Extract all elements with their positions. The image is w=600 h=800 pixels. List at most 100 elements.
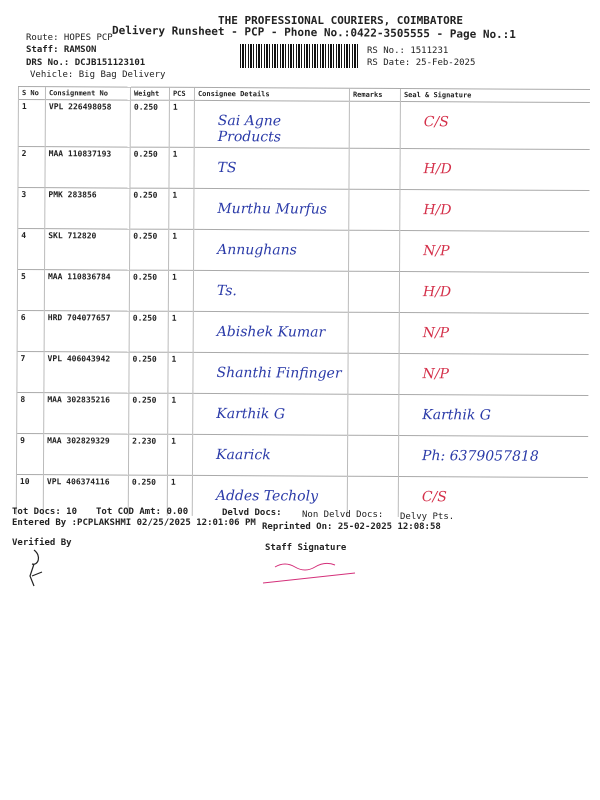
consignee-details: TS xyxy=(193,147,350,190)
sno: 9 xyxy=(16,433,44,475)
pcs-text: 1 xyxy=(171,313,177,323)
sno-text: 10 xyxy=(19,477,30,487)
staff: Staff: RAMSON xyxy=(26,45,97,55)
seal-signature-text: N/P xyxy=(422,366,449,383)
remarks xyxy=(348,148,401,190)
weight: 0.250 xyxy=(130,100,170,148)
weight: 0.250 xyxy=(128,352,169,394)
consignment-no-text: VPL 406374116 xyxy=(46,477,110,487)
col-remarks: Remarks xyxy=(349,88,401,102)
consignment-no-text: SKL 712820 xyxy=(48,231,97,241)
verified-by: Verified By xyxy=(12,538,72,548)
table-row: 8 MAA 302835216 0.250 1 Karthik G Karthik G xyxy=(16,392,589,437)
pcs-text: 1 xyxy=(171,436,176,446)
seal-signature-text: Ph: 6379057818 xyxy=(422,448,539,465)
weight-text: 0.250 xyxy=(133,190,158,200)
sno-text: 3 xyxy=(21,190,27,200)
seal-signature-text: H/D xyxy=(423,161,452,178)
pcs: 1 xyxy=(168,147,195,189)
seal-signature-text: N/P xyxy=(423,243,450,260)
consignee-details-text: Abishek Kumar xyxy=(216,324,326,341)
consignee-details: Annughans xyxy=(193,229,349,272)
consignment-no-text: MAA 110836784 xyxy=(47,272,111,282)
sno-text: 5 xyxy=(20,272,26,282)
consignment-no-text: VPL 406043942 xyxy=(47,354,111,364)
sno-text: 6 xyxy=(20,313,26,323)
pcs: 1 xyxy=(169,100,195,148)
col-consignment: Consignment No xyxy=(45,86,131,101)
pcs: 1 xyxy=(168,270,194,312)
seal-signature: N/P xyxy=(399,312,589,355)
weight: 0.250 xyxy=(129,188,169,230)
route: Route: HOPES PCP xyxy=(26,33,113,43)
consignment-no: MAA 110837193 xyxy=(44,146,131,189)
rs-date: RS Date: 25-Feb-2025 xyxy=(367,58,476,68)
sno: 3 xyxy=(17,187,45,229)
consignment-no: PMK 283856 xyxy=(44,187,130,230)
company-name: THE PROFESSIONAL COURIERS, COIMBATORE xyxy=(218,14,464,27)
remarks xyxy=(347,353,400,395)
sno-text: 9 xyxy=(20,436,25,446)
table-row: 4 SKL 712820 0.250 1 Annughans N/P xyxy=(17,228,590,273)
consignee-details: Karthik G xyxy=(192,393,348,436)
non-delvd-docs: Non Delvd Docs: xyxy=(302,510,384,520)
col-consignee: Consignee Details xyxy=(194,87,350,102)
consignment-no: SKL 712820 xyxy=(44,228,130,271)
weight: 2.230 xyxy=(128,434,168,476)
pcs: 1 xyxy=(167,352,194,394)
seal-signature: C/S xyxy=(400,101,590,150)
sno: 6 xyxy=(17,310,45,352)
sno: 7 xyxy=(16,351,45,393)
table-row: 5 MAA 110836784 0.250 1 Ts. H/D xyxy=(17,269,590,314)
rs-no: RS No.: 1511231 xyxy=(367,46,449,56)
weight: 0.250 xyxy=(129,229,169,271)
sno: 2 xyxy=(17,146,46,188)
pcs: 1 xyxy=(168,229,194,271)
col-sno: S No xyxy=(18,86,46,100)
tot-docs: Tot Docs: 10 xyxy=(12,507,78,517)
table-row: 3 PMK 283856 0.250 1 Murthu Murfus H/D xyxy=(17,187,590,232)
seal-signature: H/D xyxy=(399,148,590,191)
remarks xyxy=(347,435,399,477)
delvd-docs: Delvd Docs: xyxy=(222,508,282,518)
seal-signature-text: H/D xyxy=(423,202,452,219)
consignment-table: S No Consignment No Weight PCS Consignee… xyxy=(16,86,590,518)
sno-text: 7 xyxy=(20,354,26,364)
consignment-no: MAA 302835216 xyxy=(43,392,129,435)
weight-text: 0.250 xyxy=(131,477,157,487)
weight-text: 2.230 xyxy=(132,436,157,446)
consignee-details-text: Sai Agne Products xyxy=(217,113,282,146)
consignee-details-text: Shanthi Finfinger xyxy=(216,365,342,382)
seal-signature: Karthik G xyxy=(398,394,589,437)
consignee-details: Murthu Murfus xyxy=(193,188,349,231)
consignee-details: Abishek Kumar xyxy=(193,311,349,354)
reprinted-on: Reprinted On: 25-02-2025 12:08:58 xyxy=(262,522,441,532)
seal-signature: Ph: 6379057818 xyxy=(398,435,589,478)
sno: 4 xyxy=(17,228,45,270)
consignment-no: MAA 302829329 xyxy=(43,433,129,476)
weight: 0.250 xyxy=(128,393,168,435)
verifier-signature xyxy=(29,549,43,587)
sno: 5 xyxy=(17,269,45,311)
consignment-no: VPL 226498058 xyxy=(45,99,131,148)
table-row: 9 MAA 302829329 2.230 1 Kaarick Ph: 637905781… xyxy=(16,433,589,478)
remarks xyxy=(348,230,400,272)
weight: 0.250 xyxy=(129,147,170,189)
remarks xyxy=(348,271,400,313)
weight: 0.250 xyxy=(129,270,169,312)
col-seal: Seal & Signature xyxy=(400,88,590,103)
remarks xyxy=(347,394,399,436)
sno-text: 1 xyxy=(21,102,27,112)
consignee-details: Kaarick xyxy=(192,434,348,477)
seal-signature-text: N/P xyxy=(422,325,450,342)
weight: 0.250 xyxy=(129,311,169,353)
consignee-details: Ts. xyxy=(193,270,349,313)
pcs: 1 xyxy=(168,188,194,230)
consignee-details-text: Addes Techoly xyxy=(215,488,319,505)
consignment-no-text: MAA 110837193 xyxy=(48,149,112,159)
consignment-no: VPL 406043942 xyxy=(43,351,130,394)
staff-signature xyxy=(262,562,356,584)
weight-text: 0.250 xyxy=(132,395,157,405)
col-weight: Weight xyxy=(130,87,170,101)
